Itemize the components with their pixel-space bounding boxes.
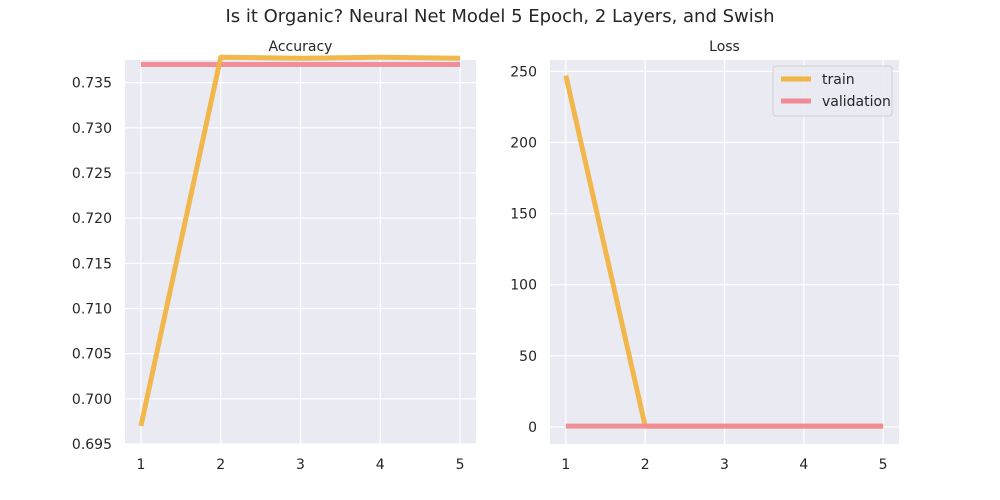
loss-legend: train validation <box>772 65 893 117</box>
accuracy-y-tick-label: 0.695 <box>72 437 112 453</box>
accuracy-x-tick-label: 3 <box>296 457 305 473</box>
loss-x-tick-label: 4 <box>799 457 808 473</box>
accuracy-y-tick-label: 0.705 <box>72 347 112 363</box>
loss-y-tick-label: 200 <box>510 135 537 151</box>
accuracy-y-tick-label: 0.715 <box>72 256 112 272</box>
loss-x-tick-label: 3 <box>720 457 729 473</box>
accuracy-x-tick-label: 2 <box>216 457 225 473</box>
accuracy-y-tick-label: 0.735 <box>72 76 112 92</box>
loss-y-tick-label: 50 <box>519 349 537 365</box>
accuracy-y-tick-label: 0.720 <box>72 211 112 227</box>
loss-x-tick-label: 5 <box>879 457 888 473</box>
accuracy-title: Accuracy <box>269 39 333 55</box>
accuracy-train-line <box>138 54 461 427</box>
accuracy-y-tick-label: 0.725 <box>72 166 112 182</box>
accuracy-y-tick-label: 0.710 <box>72 301 112 317</box>
accuracy-panel: 1 2 3 4 5 0.695 0.700 0.705 0.710 0.715 0.720 0.725… <box>72 39 476 473</box>
loss-y-tick-label: 150 <box>510 207 537 223</box>
legend-label-train: train <box>822 72 855 88</box>
figure-title: Is it Organic? Neural Net Model 5 Epoch,… <box>225 6 775 27</box>
loss-x-tick-label: 2 <box>641 457 650 473</box>
accuracy-x-tick-label: 5 <box>456 457 465 473</box>
accuracy-x-tick-label: 1 <box>136 457 145 473</box>
legend-label-validation: validation <box>822 94 891 110</box>
accuracy-x-tick-label: 4 <box>376 457 385 473</box>
loss-x-tick-label: 1 <box>561 457 570 473</box>
loss-y-tick-label: 0 <box>528 420 537 436</box>
accuracy-y-tick-label: 0.700 <box>72 392 112 408</box>
accuracy-y-tick-label: 0.730 <box>72 121 112 137</box>
loss-y-tick-label: 100 <box>510 278 537 294</box>
loss-y-tick-label: 250 <box>510 64 537 80</box>
loss-title: Loss <box>709 39 740 55</box>
